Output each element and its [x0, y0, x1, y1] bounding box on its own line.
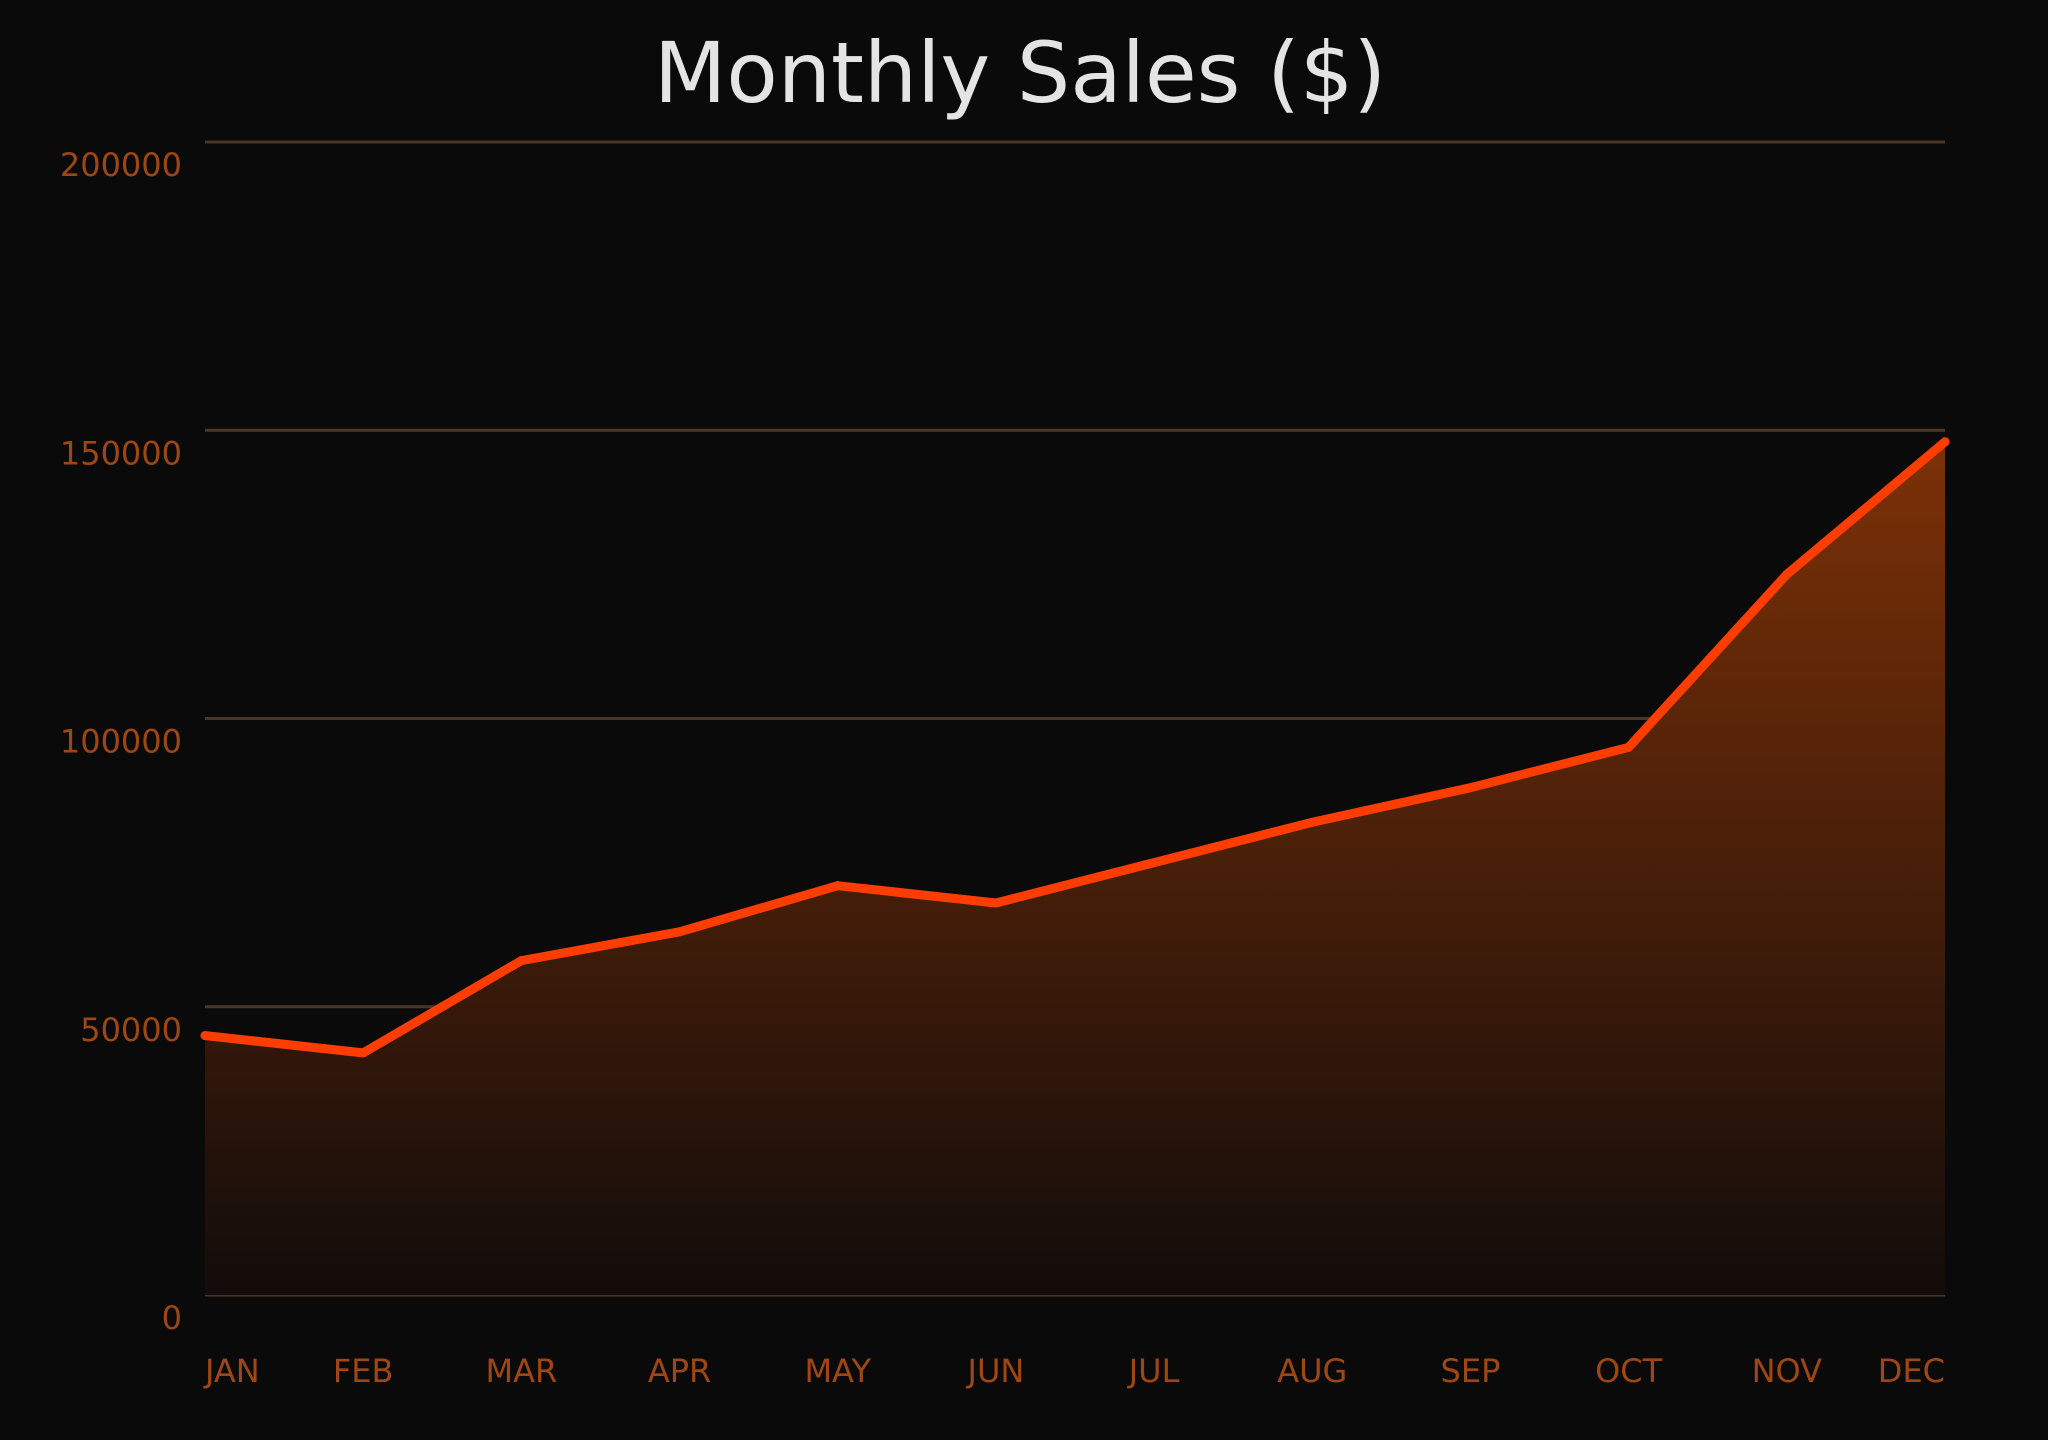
x-tick-label-nov: NOV [1752, 1352, 1823, 1390]
data-point-sep [1465, 783, 1475, 793]
x-tick-label-feb: FEB [333, 1352, 394, 1390]
x-tick-label-aug: AUG [1277, 1352, 1347, 1390]
x-axis-labels: JAN FEB MAR APR MAY JUN JUL AUG SEP OCT NOV DEC [203, 1352, 1945, 1390]
data-point-jun [991, 898, 1001, 908]
x-tick-label-apr: APR [648, 1352, 711, 1390]
data-point-oct [1624, 742, 1634, 752]
data-point-aug [1307, 817, 1317, 827]
x-tick-label-sep: SEP [1441, 1352, 1501, 1390]
x-tick-label-jun: JUN [966, 1352, 1025, 1390]
data-point-dec [1940, 437, 1950, 447]
data-point-apr [675, 927, 685, 937]
y-tick-label: 100000 [60, 723, 182, 761]
x-tick-label-mar: MAR [485, 1352, 557, 1390]
data-point-jan [200, 1031, 210, 1041]
series-line [200, 437, 1950, 1058]
x-tick-label-dec: DEC [1878, 1352, 1945, 1390]
data-point-nov [1782, 569, 1792, 579]
x-tick-label-may: MAY [804, 1352, 871, 1390]
y-tick-label: 0 [162, 1299, 182, 1337]
y-tick-label: 50000 [80, 1011, 182, 1049]
data-point-feb [358, 1048, 368, 1058]
area-series [200, 437, 1950, 1295]
y-axis-labels: 0 50000 100000 150000 200000 [60, 146, 182, 1337]
x-tick-label-jan: JAN [203, 1352, 260, 1390]
x-tick-label-jul: JUL [1127, 1352, 1180, 1390]
chart-title: Monthly Sales ($) [654, 24, 1386, 122]
y-tick-label: 200000 [60, 146, 182, 184]
data-point-mar [516, 956, 526, 966]
y-tick-label: 150000 [60, 434, 182, 472]
data-point-jul [1149, 858, 1159, 868]
data-point-may [833, 881, 843, 891]
x-tick-label-oct: OCT [1595, 1352, 1663, 1390]
area-fill [205, 441, 1945, 1295]
